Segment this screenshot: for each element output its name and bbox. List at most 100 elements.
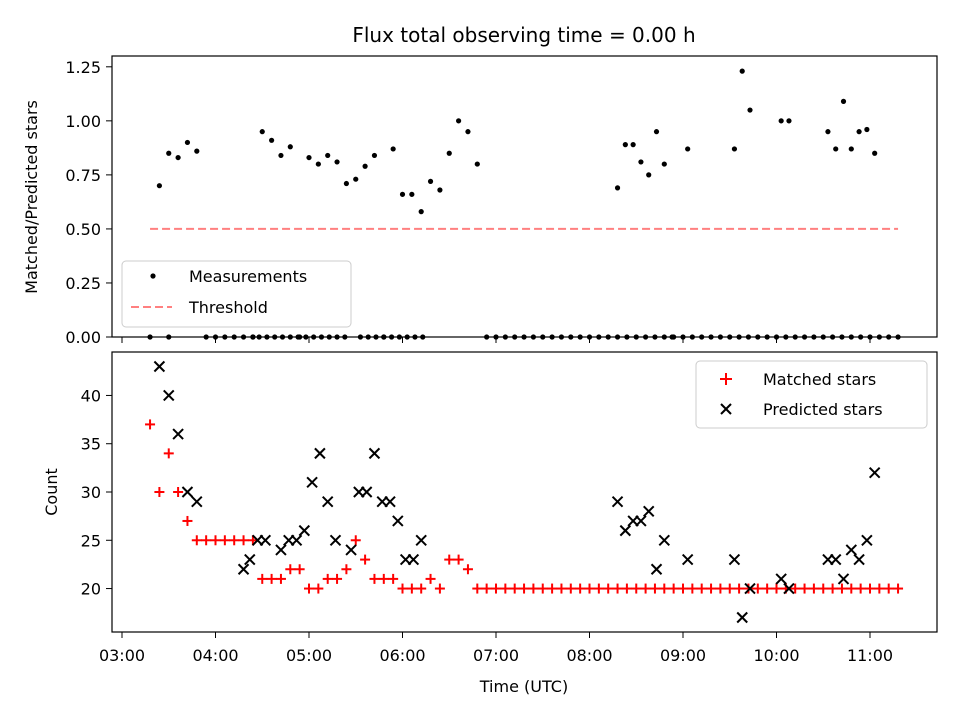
matched-star-point bbox=[584, 583, 595, 594]
predicted-star-point bbox=[360, 486, 373, 498]
predicted-star-point bbox=[329, 534, 342, 546]
x-tick-label: 09:00 bbox=[660, 646, 706, 665]
x-tick-label: 11:00 bbox=[847, 646, 893, 665]
matched-star-point bbox=[406, 583, 417, 594]
predicted-star-point bbox=[345, 544, 357, 556]
matched-star-point bbox=[397, 583, 408, 594]
measurement-point bbox=[474, 161, 480, 167]
bottom-y-tick-label: 40 bbox=[81, 386, 101, 405]
matched-star-point bbox=[369, 573, 380, 584]
predicted-star-point bbox=[191, 495, 203, 508]
matched-star-point bbox=[771, 583, 782, 594]
measurement-point bbox=[653, 129, 660, 135]
predicted-star-point bbox=[392, 515, 404, 527]
matched-star-point bbox=[603, 583, 614, 594]
predicted-star-point bbox=[368, 447, 381, 460]
measurement-point bbox=[278, 152, 284, 159]
matched-star-point bbox=[752, 583, 763, 594]
matched-star-point bbox=[565, 583, 576, 594]
matched-star-point bbox=[836, 583, 847, 594]
predicted-star-point bbox=[244, 553, 256, 566]
matched-star-point bbox=[462, 564, 473, 575]
matched-star-point bbox=[257, 573, 268, 584]
matched-star-point bbox=[631, 583, 642, 594]
measurement-point bbox=[630, 142, 636, 148]
matched-star-point bbox=[294, 564, 305, 575]
predicted-star-point bbox=[635, 515, 647, 527]
measurement-point bbox=[325, 152, 331, 159]
measurement-point bbox=[739, 68, 745, 74]
matched-star-point bbox=[649, 583, 660, 594]
matched-star-point bbox=[238, 535, 249, 546]
predicted-star-point bbox=[736, 611, 748, 624]
measurement-point bbox=[184, 139, 191, 146]
legend-label-measurements: Measurements bbox=[189, 267, 307, 286]
matched-star-point bbox=[453, 554, 464, 565]
measurement-point bbox=[418, 209, 424, 215]
matched-star-point bbox=[304, 583, 314, 594]
measurement-point bbox=[864, 126, 870, 133]
top-y-tick-label: 1.25 bbox=[65, 58, 101, 77]
matched-star-point bbox=[547, 583, 558, 594]
x-tick-label: 05:00 bbox=[286, 646, 332, 665]
predicted-star-point bbox=[306, 476, 318, 489]
measurement-point bbox=[646, 172, 652, 178]
measurement-point bbox=[638, 159, 644, 165]
predicted-star-point bbox=[314, 447, 326, 460]
measurement-point bbox=[840, 98, 847, 104]
matched-star-point bbox=[528, 583, 539, 594]
measurement-point bbox=[287, 144, 293, 150]
predicted-star-point bbox=[259, 534, 272, 546]
matched-star-point bbox=[434, 583, 445, 594]
measurement-point bbox=[747, 107, 753, 113]
matched-star-point bbox=[481, 583, 492, 594]
top-y-tick-label: 0.25 bbox=[65, 274, 101, 293]
matched-star-point bbox=[818, 583, 829, 594]
matched-star-point bbox=[378, 573, 389, 584]
matched-star-point bbox=[360, 554, 371, 565]
measurement-point bbox=[622, 142, 628, 148]
predicted-star-point bbox=[681, 553, 694, 566]
matched-star-point bbox=[799, 583, 810, 594]
predicted-star-point bbox=[407, 553, 420, 566]
matched-star-point bbox=[313, 583, 324, 594]
matched-star-point bbox=[416, 583, 427, 594]
top-legend-box bbox=[121, 260, 352, 328]
matched-star-point bbox=[322, 573, 333, 584]
matched-star-point bbox=[846, 583, 857, 594]
matched-star-point bbox=[827, 583, 838, 594]
matched-star-point bbox=[593, 583, 604, 594]
top-panel: Flux total observing time = 0.00 h 0.000… bbox=[22, 23, 938, 347]
matched-star-point bbox=[612, 583, 623, 594]
predicted-star-point bbox=[290, 534, 303, 546]
measurement-point bbox=[362, 163, 368, 169]
matched-star-point bbox=[145, 419, 156, 430]
measurement-point bbox=[833, 146, 839, 152]
matched-star-point bbox=[210, 535, 221, 546]
predicted-star-point bbox=[845, 544, 858, 556]
predicted-star-point bbox=[237, 563, 250, 575]
matched-star-point bbox=[893, 583, 904, 594]
predicted-star-point bbox=[384, 495, 396, 508]
matched-star-point bbox=[855, 583, 866, 594]
measurement-point bbox=[334, 159, 340, 165]
legend-label-predicted: Predicted stars bbox=[763, 400, 883, 419]
matched-star-point bbox=[154, 487, 165, 497]
top-x-ticks bbox=[121, 337, 871, 343]
bottom-y-ticks: 20 25 30 35 40 bbox=[81, 386, 112, 599]
matched-star-point bbox=[575, 583, 586, 594]
x-tick-label: 07:00 bbox=[473, 646, 519, 665]
measurement-point bbox=[427, 178, 434, 184]
matched-star-point bbox=[191, 535, 202, 546]
matched-star-point bbox=[444, 554, 455, 565]
matched-star-point bbox=[743, 583, 754, 594]
matched-star-point bbox=[865, 583, 875, 594]
predicted-star-point bbox=[830, 553, 842, 566]
matched-star-point bbox=[724, 583, 735, 594]
matched-star-point bbox=[696, 583, 707, 594]
measurement-point bbox=[778, 118, 784, 124]
measurement-point bbox=[343, 180, 349, 187]
top-y-tick-label: 1.00 bbox=[65, 112, 101, 131]
measurement-point bbox=[685, 146, 691, 152]
